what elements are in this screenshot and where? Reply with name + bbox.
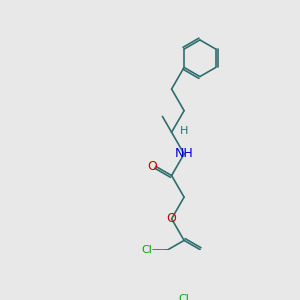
Text: O: O	[148, 160, 157, 173]
Text: NH: NH	[175, 147, 194, 161]
Text: O: O	[167, 212, 176, 225]
Text: Cl: Cl	[178, 294, 190, 300]
Text: Cl: Cl	[141, 244, 152, 255]
Text: H: H	[180, 126, 188, 136]
